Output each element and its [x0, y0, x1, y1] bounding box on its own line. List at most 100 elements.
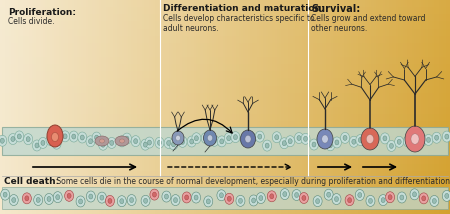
Ellipse shape: [326, 140, 335, 151]
Ellipse shape: [164, 194, 168, 199]
Ellipse shape: [3, 192, 7, 197]
Ellipse shape: [317, 129, 333, 149]
Bar: [20, 0, 22, 214]
Ellipse shape: [180, 139, 184, 144]
Bar: [65, 0, 68, 214]
Bar: [227, 0, 230, 214]
Ellipse shape: [304, 136, 307, 141]
Ellipse shape: [249, 195, 258, 206]
Ellipse shape: [343, 135, 347, 140]
Ellipse shape: [171, 142, 176, 147]
Ellipse shape: [294, 132, 303, 144]
Bar: [29, 0, 32, 214]
Bar: [331, 0, 333, 214]
Bar: [351, 0, 353, 214]
Ellipse shape: [182, 192, 191, 203]
Bar: [99, 0, 101, 214]
Ellipse shape: [26, 137, 30, 142]
Bar: [369, 0, 371, 214]
Bar: [173, 0, 176, 214]
Bar: [0, 157, 450, 164]
Bar: [94, 0, 97, 214]
Ellipse shape: [38, 137, 47, 149]
Ellipse shape: [217, 190, 226, 201]
Ellipse shape: [174, 198, 177, 203]
Ellipse shape: [0, 135, 7, 146]
Ellipse shape: [46, 135, 55, 146]
Text: Cell death:: Cell death:: [4, 177, 59, 186]
Bar: [389, 0, 392, 214]
Bar: [0, 7, 450, 14]
Bar: [374, 0, 376, 214]
Ellipse shape: [99, 139, 104, 143]
Ellipse shape: [47, 125, 63, 147]
Ellipse shape: [117, 196, 126, 207]
Bar: [220, 0, 223, 214]
Ellipse shape: [386, 192, 395, 203]
Bar: [151, 0, 153, 214]
Bar: [176, 0, 178, 214]
Ellipse shape: [341, 132, 350, 143]
Ellipse shape: [227, 136, 231, 141]
Bar: [304, 0, 306, 214]
Bar: [198, 0, 200, 214]
Ellipse shape: [45, 193, 54, 204]
Ellipse shape: [35, 143, 39, 148]
Bar: [306, 0, 308, 214]
Ellipse shape: [334, 197, 338, 202]
Ellipse shape: [89, 139, 93, 144]
Bar: [238, 0, 241, 214]
Bar: [72, 0, 74, 214]
Bar: [407, 0, 410, 214]
Ellipse shape: [292, 190, 301, 201]
Bar: [385, 0, 387, 214]
Ellipse shape: [272, 132, 281, 143]
Bar: [284, 0, 286, 214]
Bar: [328, 0, 331, 214]
Ellipse shape: [383, 136, 387, 141]
Ellipse shape: [280, 189, 289, 200]
Bar: [371, 0, 374, 214]
Ellipse shape: [259, 196, 263, 201]
Ellipse shape: [210, 135, 219, 146]
Bar: [184, 0, 187, 214]
Bar: [0, 50, 450, 57]
Ellipse shape: [256, 193, 266, 204]
Bar: [218, 0, 220, 214]
Ellipse shape: [413, 192, 417, 197]
Ellipse shape: [400, 195, 404, 200]
Bar: [259, 0, 261, 214]
Ellipse shape: [169, 139, 178, 150]
Bar: [425, 0, 428, 214]
Ellipse shape: [328, 143, 332, 148]
Ellipse shape: [405, 126, 425, 152]
Bar: [0, 114, 450, 121]
Ellipse shape: [419, 193, 428, 204]
Bar: [405, 0, 407, 214]
Ellipse shape: [263, 140, 272, 151]
Ellipse shape: [99, 139, 108, 150]
Bar: [0, 71, 450, 79]
Text: Differentiation and maturation:: Differentiation and maturation:: [163, 4, 324, 13]
Bar: [400, 0, 403, 214]
Bar: [189, 0, 191, 214]
Bar: [232, 0, 234, 214]
Bar: [166, 0, 169, 214]
Bar: [412, 0, 414, 214]
Ellipse shape: [240, 130, 256, 148]
Ellipse shape: [302, 196, 306, 201]
Bar: [212, 0, 214, 214]
Ellipse shape: [54, 141, 58, 146]
Ellipse shape: [422, 196, 426, 201]
Ellipse shape: [204, 196, 213, 207]
Bar: [158, 0, 160, 214]
Bar: [292, 0, 295, 214]
Bar: [302, 0, 304, 214]
Bar: [207, 0, 209, 214]
Bar: [97, 0, 99, 214]
Bar: [243, 0, 245, 214]
Bar: [344, 0, 346, 214]
Ellipse shape: [220, 139, 224, 144]
Ellipse shape: [97, 192, 106, 203]
Ellipse shape: [120, 139, 125, 143]
